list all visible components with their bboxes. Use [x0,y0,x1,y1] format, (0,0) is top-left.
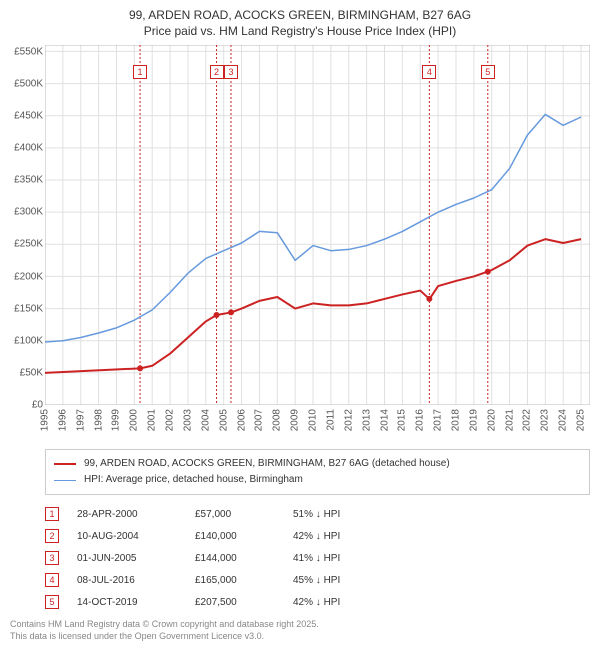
sale-marker: 3 [224,65,238,79]
x-tick-label: 2004 [200,409,211,431]
chart-title: 99, ARDEN ROAD, ACOCKS GREEN, BIRMINGHAM… [0,0,600,41]
tx-marker: 4 [45,573,59,587]
tx-price: £207,500 [195,597,275,608]
x-tick-label: 2021 [504,409,515,431]
sale-marker: 1 [133,65,147,79]
x-tick-label: 2013 [361,409,372,431]
footer-line1: Contains HM Land Registry data © Crown c… [10,619,590,631]
x-tick-label: 2009 [290,409,301,431]
tx-price: £140,000 [195,531,275,542]
footer-line2: This data is licensed under the Open Gov… [10,631,590,643]
tx-price: £144,000 [195,553,275,564]
x-axis-labels: 1995199619971998199920002001200220032004… [45,405,590,445]
tx-date: 14-OCT-2019 [77,597,177,608]
x-tick-label: 1996 [57,409,68,431]
x-tick-label: 1998 [93,409,104,431]
legend-item: HPI: Average price, detached house, Birm… [54,472,581,488]
tx-date: 10-AUG-2004 [77,531,177,542]
legend: 99, ARDEN ROAD, ACOCKS GREEN, BIRMINGHAM… [45,449,590,495]
legend-swatch [54,463,76,465]
tx-date: 08-JUL-2016 [77,575,177,586]
x-tick-label: 2012 [343,409,354,431]
x-tick-label: 2022 [522,409,533,431]
x-tick-label: 2016 [415,409,426,431]
x-tick-label: 2019 [468,409,479,431]
x-tick-label: 2006 [236,409,247,431]
legend-swatch [54,480,76,481]
y-tick-label: £400K [14,143,43,154]
x-tick-label: 2024 [558,409,569,431]
legend-label: 99, ARDEN ROAD, ACOCKS GREEN, BIRMINGHAM… [84,456,450,472]
x-tick-label: 2001 [147,409,158,431]
transaction-row: 4 08-JUL-2016 £165,000 45% ↓ HPI [45,569,590,591]
transaction-row: 3 01-JUN-2005 £144,000 41% ↓ HPI [45,547,590,569]
tx-price: £165,000 [195,575,275,586]
x-tick-label: 2015 [397,409,408,431]
footer: Contains HM Land Registry data © Crown c… [10,619,590,642]
tx-delta: 42% ↓ HPI [293,597,383,608]
x-tick-label: 2002 [165,409,176,431]
x-tick-label: 2008 [272,409,283,431]
y-tick-label: £300K [14,207,43,218]
y-tick-label: £500K [14,78,43,89]
tx-date: 28-APR-2000 [77,509,177,520]
y-tick-label: £100K [14,335,43,346]
tx-marker: 2 [45,529,59,543]
x-tick-label: 1997 [75,409,86,431]
x-tick-label: 2017 [433,409,444,431]
sale-marker: 2 [210,65,224,79]
tx-price: £57,000 [195,509,275,520]
transactions-table: 1 28-APR-2000 £57,000 51% ↓ HPI 2 10-AUG-2004… [45,503,590,613]
x-tick-label: 2007 [254,409,265,431]
y-tick-label: £250K [14,239,43,250]
transaction-row: 2 10-AUG-2004 £140,000 42% ↓ HPI [45,525,590,547]
legend-label: HPI: Average price, detached house, Birm… [84,472,303,488]
tx-delta: 51% ↓ HPI [293,509,383,520]
y-tick-label: £450K [14,110,43,121]
x-tick-label: 2000 [129,409,140,431]
x-tick-label: 2018 [450,409,461,431]
tx-delta: 42% ↓ HPI [293,531,383,542]
chart-area: £0£50K£100K£150K£200K£250K£300K£350K£400… [45,45,590,405]
x-tick-label: 2025 [576,409,587,431]
x-tick-label: 2014 [379,409,390,431]
x-tick-label: 2023 [540,409,551,431]
title-line1: 99, ARDEN ROAD, ACOCKS GREEN, BIRMINGHAM… [0,8,600,24]
x-tick-label: 2010 [308,409,319,431]
y-tick-label: £350K [14,175,43,186]
sale-marker: 4 [422,65,436,79]
transaction-row: 5 14-OCT-2019 £207,500 42% ↓ HPI [45,591,590,613]
x-tick-label: 2020 [486,409,497,431]
tx-marker: 3 [45,551,59,565]
tx-date: 01-JUN-2005 [77,553,177,564]
y-tick-label: £50K [20,368,43,379]
y-axis-labels: £0£50K£100K£150K£200K£250K£300K£350K£400… [5,45,43,405]
tx-delta: 45% ↓ HPI [293,575,383,586]
chart-svg [45,45,590,405]
x-tick-label: 2003 [182,409,193,431]
x-tick-label: 1995 [40,409,51,431]
tx-marker: 1 [45,507,59,521]
sale-marker: 5 [481,65,495,79]
x-tick-label: 1999 [111,409,122,431]
tx-marker: 5 [45,595,59,609]
y-tick-label: £150K [14,303,43,314]
tx-delta: 41% ↓ HPI [293,553,383,564]
legend-item: 99, ARDEN ROAD, ACOCKS GREEN, BIRMINGHAM… [54,456,581,472]
y-tick-label: £550K [14,46,43,57]
title-line2: Price paid vs. HM Land Registry's House … [0,24,600,40]
x-tick-label: 2011 [325,409,336,431]
transaction-row: 1 28-APR-2000 £57,000 51% ↓ HPI [45,503,590,525]
y-tick-label: £200K [14,271,43,282]
x-tick-label: 2005 [218,409,229,431]
